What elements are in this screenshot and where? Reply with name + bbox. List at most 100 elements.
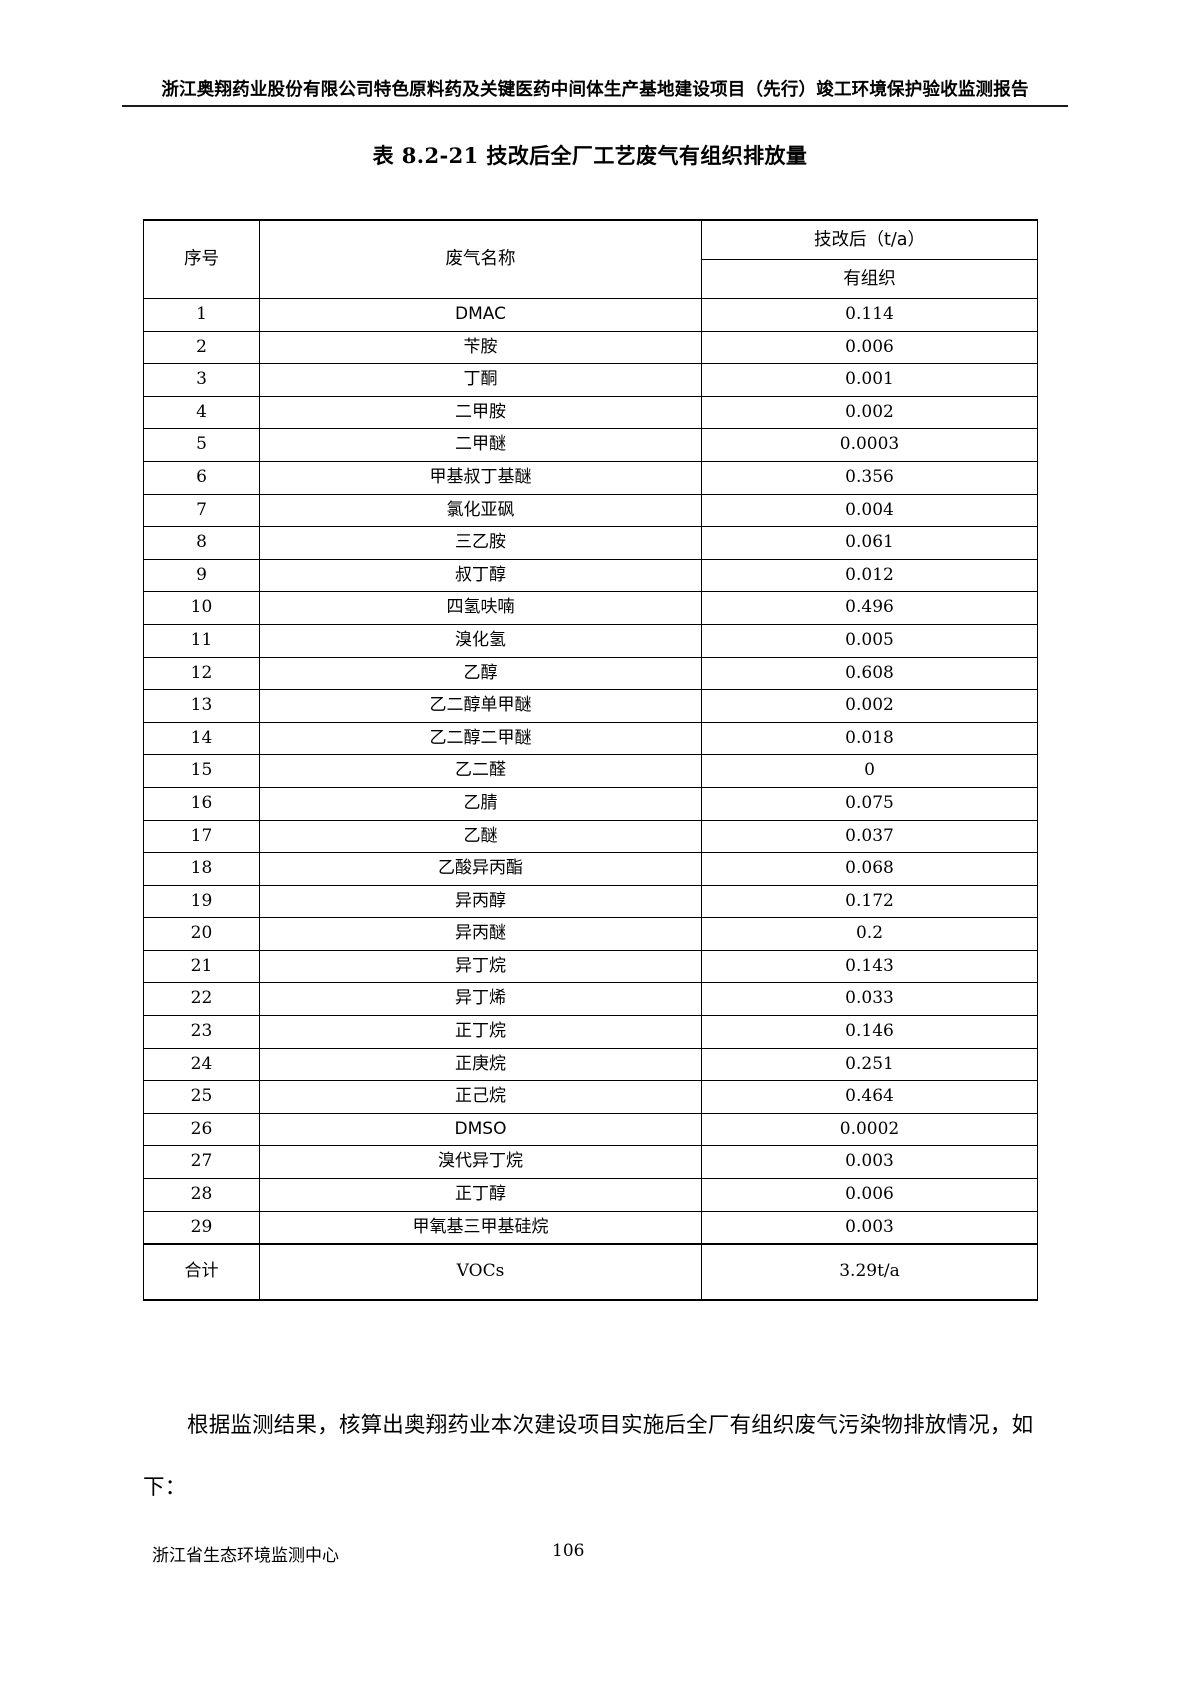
table-row: 19 异丙醇 0.172 xyxy=(143,884,1038,919)
table-body: 1 DMAC 0.114 2 苄胺 0.006 3 丁酮 0.001 4 二甲胺 0.002 5 二甲醚 0… xyxy=(143,298,1038,1301)
cell-no: 26 xyxy=(143,1112,260,1147)
cell-waste-gas-name: 异丁烷 xyxy=(259,949,702,984)
table-row: 29 甲氧基三甲基硅烷 0.003 xyxy=(143,1210,1038,1245)
cell-no: 19 xyxy=(143,884,260,919)
cell-emission-value: 0.464 xyxy=(701,1080,1038,1114)
total-name: VOCs xyxy=(259,1243,702,1301)
cell-waste-gas-name: 甲基叔丁基醚 xyxy=(259,460,702,495)
table-row: 11 溴化氢 0.005 xyxy=(143,623,1038,658)
cell-no: 29 xyxy=(143,1210,260,1245)
cell-no: 13 xyxy=(143,689,260,723)
table-row: 9 叔丁醇 0.012 xyxy=(143,558,1038,593)
cell-no: 28 xyxy=(143,1178,260,1212)
cell-emission-value: 0.003 xyxy=(701,1145,1038,1180)
cell-waste-gas-name: 二甲胺 xyxy=(259,395,702,430)
table-total-row: 合计 VOCs 3.29t/a xyxy=(143,1243,1038,1301)
cell-waste-gas-name: 异丙醇 xyxy=(259,884,702,919)
cell-no: 7 xyxy=(143,493,260,528)
cell-waste-gas-name: 四氢呋喃 xyxy=(259,591,702,625)
table-row: 21 异丁烷 0.143 xyxy=(143,949,1038,984)
cell-emission-value: 0.001 xyxy=(701,363,1038,397)
cell-emission-value: 0.005 xyxy=(701,623,1038,658)
running-header-rule xyxy=(122,105,1068,107)
cell-emission-value: 0.018 xyxy=(701,721,1038,756)
cell-emission-value: 0.143 xyxy=(701,949,1038,984)
cell-emission-value: 0.496 xyxy=(701,591,1038,625)
table-row: 5 二甲醚 0.0003 xyxy=(143,428,1038,462)
column-header-name: 废气名称 xyxy=(259,220,702,299)
cell-no: 25 xyxy=(143,1080,260,1114)
cell-no: 12 xyxy=(143,656,260,691)
cell-waste-gas-name: 氯化亚砜 xyxy=(259,493,702,528)
table-row: 3 丁酮 0.001 xyxy=(143,363,1038,397)
table-row: 8 三乙胺 0.061 xyxy=(143,526,1038,560)
cell-no: 8 xyxy=(143,526,260,560)
table-row: 12 乙醇 0.608 xyxy=(143,656,1038,691)
cell-no: 22 xyxy=(143,982,260,1017)
cell-emission-value: 0.012 xyxy=(701,558,1038,593)
table-row: 20 异丙醚 0.2 xyxy=(143,917,1038,951)
footer-page-number: 106 xyxy=(552,1541,585,1561)
cell-emission-value: 0.004 xyxy=(701,493,1038,528)
table-row: 17 乙醚 0.037 xyxy=(143,819,1038,854)
cell-emission-value: 0 xyxy=(701,754,1038,788)
cell-no: 15 xyxy=(143,754,260,788)
table-row: 22 异丁烯 0.033 xyxy=(143,982,1038,1017)
table-row: 28 正丁醇 0.006 xyxy=(143,1178,1038,1212)
cell-no: 16 xyxy=(143,786,260,821)
cell-waste-gas-name: 丁酮 xyxy=(259,363,702,397)
cell-emission-value: 0.002 xyxy=(701,395,1038,430)
cell-emission-value: 0.356 xyxy=(701,460,1038,495)
table-caption: 表 8.2-21 技改后全厂工艺废气有组织排放量 xyxy=(372,143,808,168)
cell-emission-value: 0.251 xyxy=(701,1047,1038,1082)
cell-no: 27 xyxy=(143,1145,260,1180)
cell-emission-value: 0.033 xyxy=(701,982,1038,1017)
table-row: 7 氯化亚砜 0.004 xyxy=(143,493,1038,528)
cell-no: 10 xyxy=(143,591,260,625)
cell-emission-value: 0.2 xyxy=(701,917,1038,951)
cell-emission-value: 0.172 xyxy=(701,884,1038,919)
total-label: 合计 xyxy=(143,1243,260,1301)
cell-no: 3 xyxy=(143,363,260,397)
table-row: 2 苄胺 0.006 xyxy=(143,330,1038,365)
cell-waste-gas-name: 三乙胺 xyxy=(259,526,702,560)
cell-waste-gas-name: DMAC xyxy=(259,298,702,332)
table-row: 16 乙腈 0.075 xyxy=(143,786,1038,821)
table-row: 13 乙二醇单甲醚 0.002 xyxy=(143,689,1038,723)
cell-no: 9 xyxy=(143,558,260,593)
cell-emission-value: 0.0002 xyxy=(701,1112,1038,1147)
table-row: 6 甲基叔丁基醚 0.356 xyxy=(143,460,1038,495)
emissions-table: 序号 废气名称 技改后（t/a） 有组织 1 DMAC 0.114 2 苄胺 0.006 3… xyxy=(143,219,1038,1302)
cell-waste-gas-name: 正丁醇 xyxy=(259,1178,702,1212)
cell-waste-gas-name: 溴化氢 xyxy=(259,623,702,658)
cell-emission-value: 0.146 xyxy=(701,1015,1038,1049)
cell-waste-gas-name: 二甲醚 xyxy=(259,428,702,462)
cell-waste-gas-name: 乙醇 xyxy=(259,656,702,691)
column-header-no: 序号 xyxy=(143,220,260,299)
cell-emission-value: 0.075 xyxy=(701,786,1038,821)
cell-waste-gas-name: DMSO xyxy=(259,1112,702,1147)
cell-emission-value: 0.114 xyxy=(701,298,1038,332)
table-row: 14 乙二醇二甲醚 0.018 xyxy=(143,721,1038,756)
cell-waste-gas-name: 正己烷 xyxy=(259,1080,702,1114)
cell-no: 18 xyxy=(143,852,260,886)
table-row: 10 四氢呋喃 0.496 xyxy=(143,591,1038,625)
cell-no: 6 xyxy=(143,460,260,495)
table-row: 4 二甲胺 0.002 xyxy=(143,395,1038,430)
cell-waste-gas-name: 异丁烯 xyxy=(259,982,702,1017)
cell-no: 20 xyxy=(143,917,260,951)
table-row: 26 DMSO 0.0002 xyxy=(143,1112,1038,1147)
table-row: 27 溴代异丁烷 0.003 xyxy=(143,1145,1038,1180)
table-header-row-sub: 有组织 xyxy=(144,259,1038,299)
cell-emission-value: 0.002 xyxy=(701,689,1038,723)
column-header-group: 技改后（t/a） xyxy=(701,220,1038,260)
cell-emission-value: 0.006 xyxy=(701,330,1038,365)
table-row: 24 正庚烷 0.251 xyxy=(143,1047,1038,1082)
cell-emission-value: 0.068 xyxy=(701,852,1038,886)
cell-emission-value: 0.006 xyxy=(701,1178,1038,1212)
cell-no: 24 xyxy=(143,1047,260,1082)
cell-no: 2 xyxy=(143,330,260,365)
cell-waste-gas-name: 乙醚 xyxy=(259,819,702,854)
emissions-table-wrapper: 序号 废气名称 技改后（t/a） 有组织 1 DMAC 0.114 2 苄胺 0.006 3… xyxy=(143,219,1038,1302)
